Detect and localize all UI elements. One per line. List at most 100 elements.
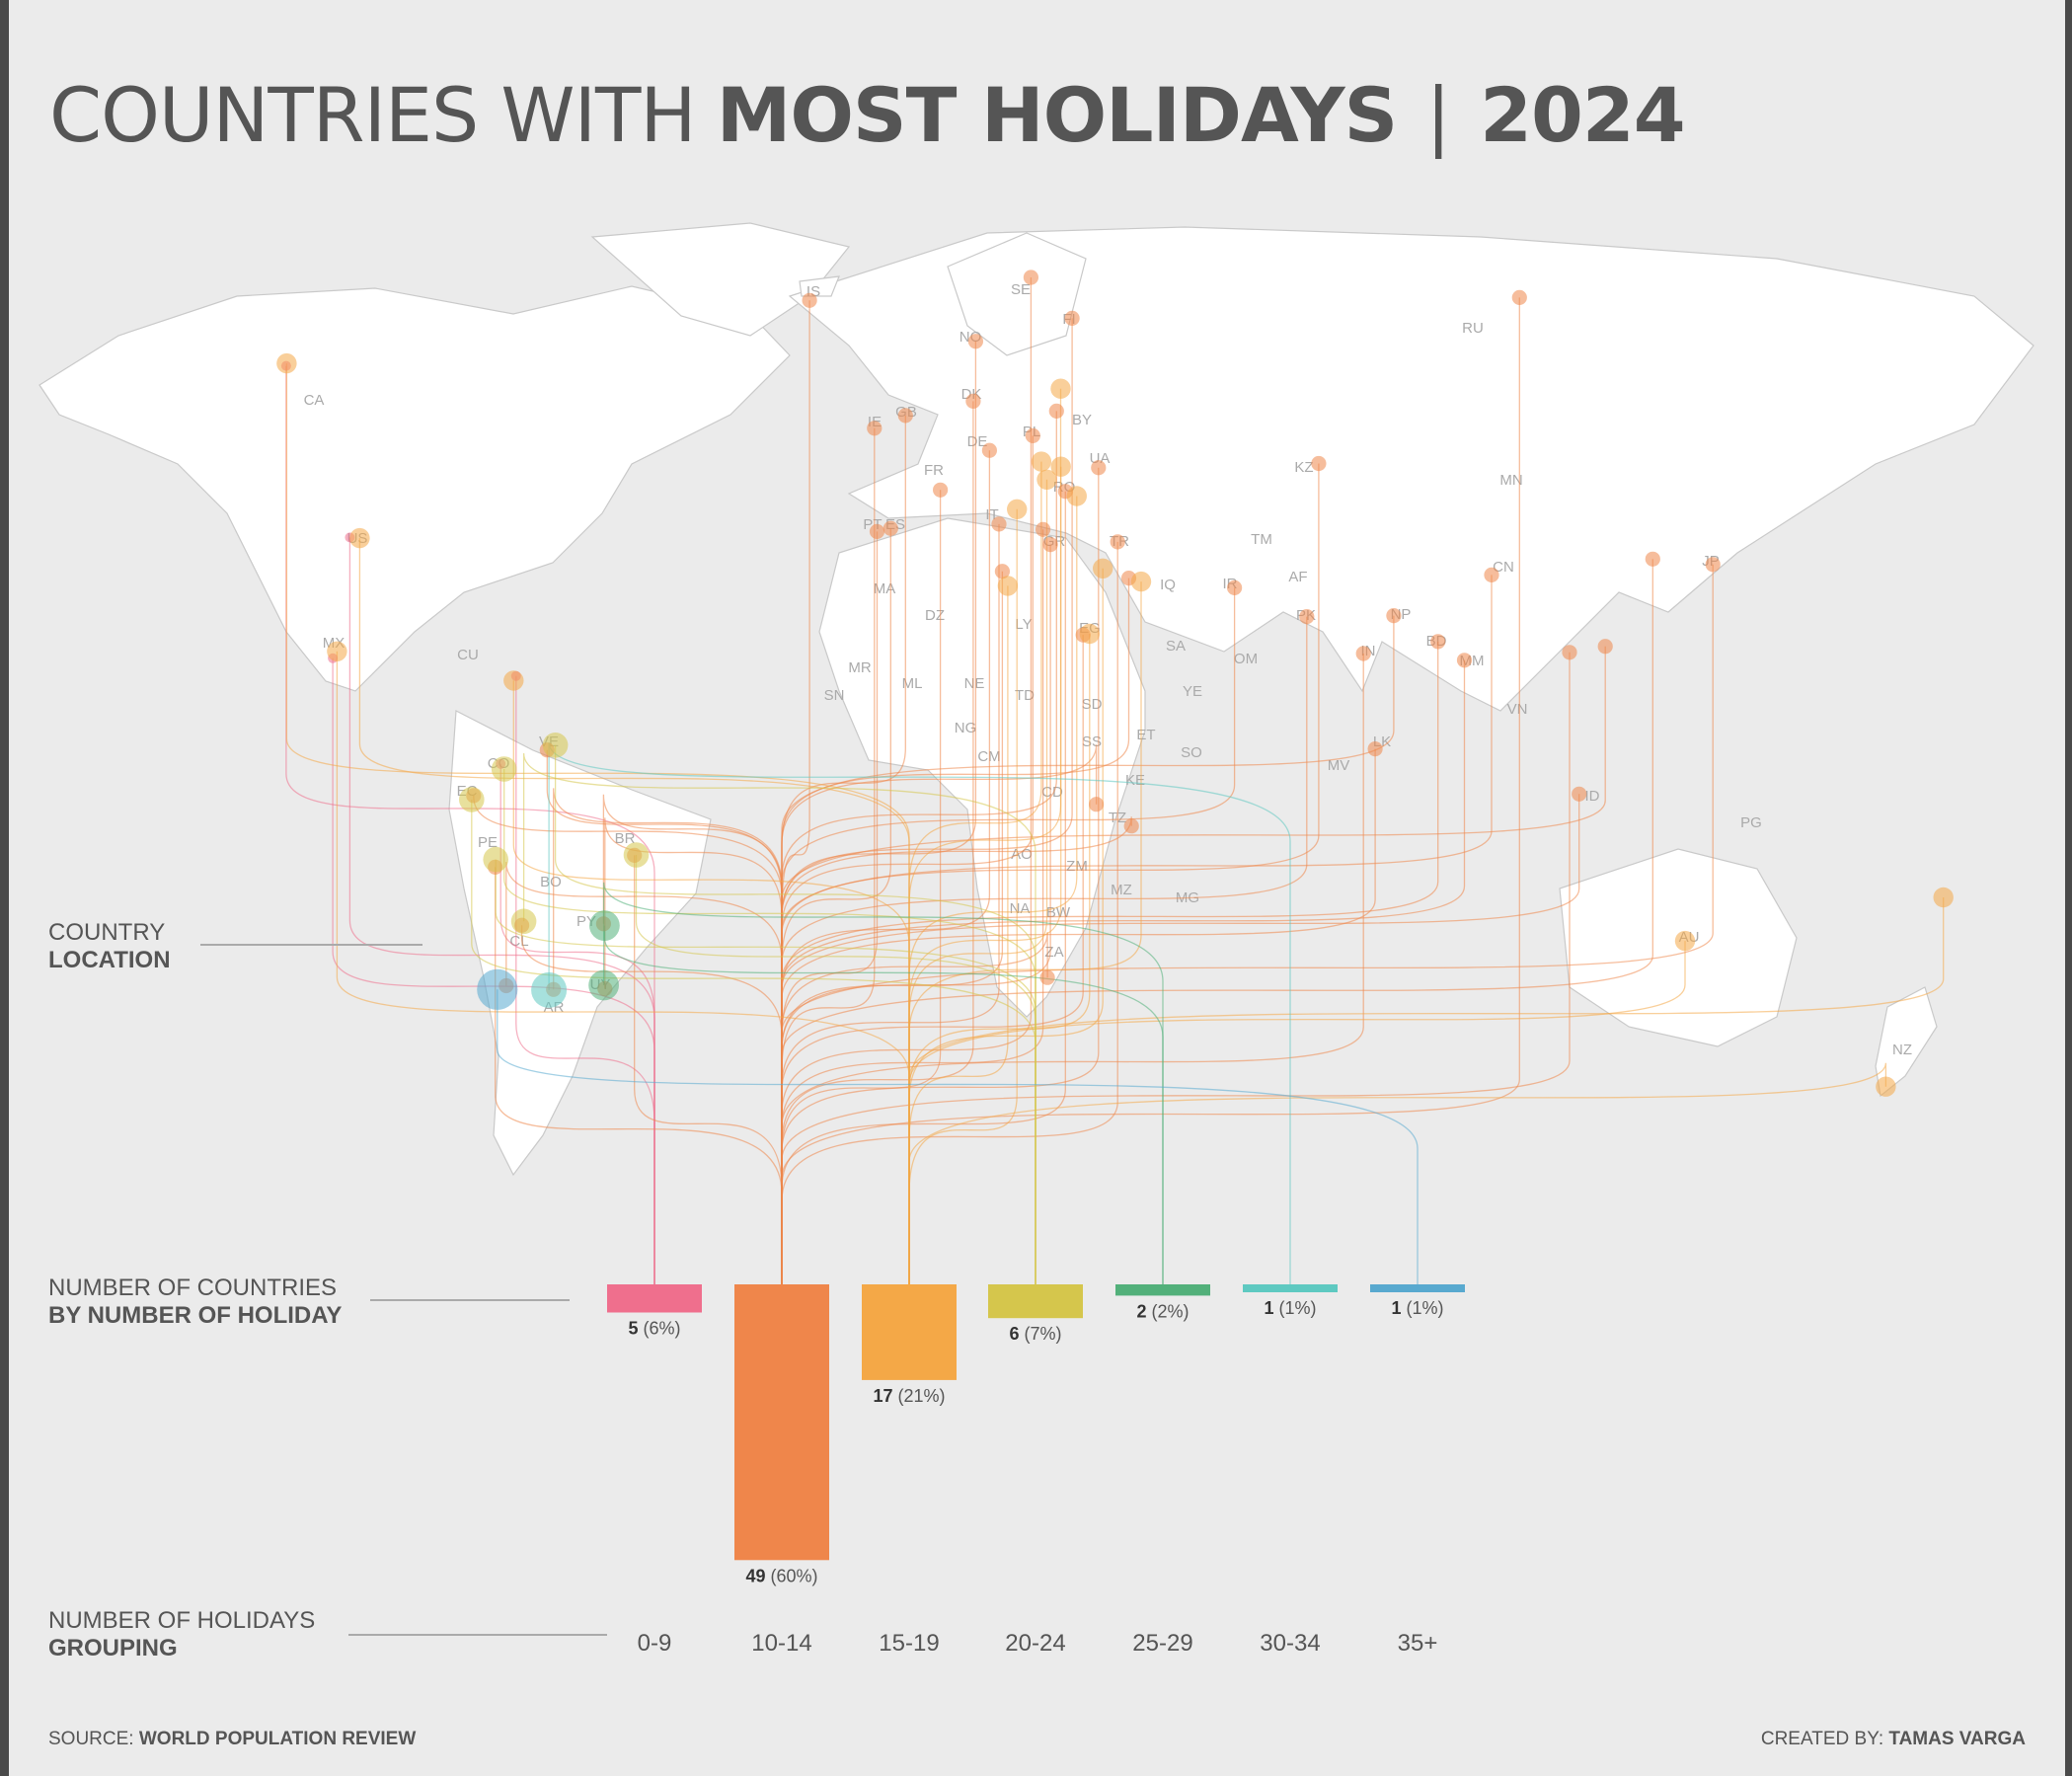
country-code-sa: SA xyxy=(1166,638,1186,655)
country-code-mv: MV xyxy=(1328,757,1350,774)
country-dot-10-14 xyxy=(1456,653,1473,668)
country-dot-15-19 xyxy=(1079,623,1101,645)
country-dot-15-19 xyxy=(1066,486,1088,506)
count-label-line2: BY NUMBER OF HOLIDAY xyxy=(48,1302,343,1329)
country-dot-10-14 xyxy=(1110,534,1125,550)
group-label-25-29: 25-29 xyxy=(1132,1630,1192,1657)
title-bold: MOST HOLIDAYS xyxy=(716,71,1399,159)
flow-line-35+ xyxy=(497,989,1419,1284)
flow-line-10-14 xyxy=(781,816,1132,1284)
bar-35+ xyxy=(1370,1284,1465,1292)
country-dot-10-14 xyxy=(1572,786,1587,802)
country-dot-10-14 xyxy=(1311,455,1327,472)
flow-line-10-14 xyxy=(602,794,783,1284)
flow-line-10-14 xyxy=(604,817,783,1284)
flow-line-10-14 xyxy=(473,795,783,1284)
flow-line-10-14 xyxy=(781,654,1364,1284)
bar-value-label-25-29: 2 (2%) xyxy=(1136,1301,1189,1321)
flow-line-10-14 xyxy=(781,564,1714,1284)
flow-line-10-14 xyxy=(781,541,1118,1284)
landmass-8 xyxy=(1875,986,1938,1098)
country-code-cd: CD xyxy=(1041,784,1063,801)
grouping-rule xyxy=(348,1634,607,1636)
flow-line-10-14 xyxy=(781,578,1130,1284)
country-code-vn: VN xyxy=(1507,701,1528,718)
country-dot-10-14 xyxy=(1089,797,1105,812)
country-code-na: NA xyxy=(1010,900,1031,917)
country-dot-10-14 xyxy=(1430,634,1446,650)
group-label-10-14: 10-14 xyxy=(751,1630,811,1657)
grouping-label-line2: GROUPING xyxy=(48,1635,178,1661)
count-label: NUMBER OF COUNTRIES BY NUMBER OF HOLIDAY xyxy=(48,1274,342,1330)
country-dot-15-19 xyxy=(1933,887,1954,908)
flow-line-15-19 xyxy=(908,585,1009,1284)
flow-line-10-14 xyxy=(781,659,1466,1284)
flow-line-15-19 xyxy=(285,363,910,1284)
country-dot-10-14 xyxy=(965,393,981,409)
source-note: SOURCE: WORLD POPULATION REVIEW xyxy=(48,1729,416,1750)
flow-line-10-14 xyxy=(781,401,974,1284)
country-dot-10-14 xyxy=(991,516,1007,532)
country-dot-10-14 xyxy=(1023,270,1038,285)
country-code-sd: SD xyxy=(1082,696,1103,713)
country-code-sn: SN xyxy=(824,687,845,704)
country-dot-10-14 xyxy=(1123,818,1139,834)
grouping-label-line1: NUMBER OF HOLIDAYS xyxy=(48,1607,316,1634)
flow-line-15-19 xyxy=(512,680,910,1284)
country-dot-15-19 xyxy=(1036,469,1057,490)
bar-30-34 xyxy=(1243,1284,1338,1292)
flow-line-15-19 xyxy=(908,461,1042,1284)
flow-line-10-14 xyxy=(505,861,783,1284)
country-dot-10-14 xyxy=(1705,557,1721,573)
bar-value-label-35+: 1 (1%) xyxy=(1391,1298,1443,1318)
flow-line-10-14 xyxy=(781,523,1000,1284)
country-dot-20-24 xyxy=(491,756,517,782)
country-dot-10-14 xyxy=(1562,645,1577,660)
country-code-ly: LY xyxy=(1015,616,1032,633)
flow-line-25-29 xyxy=(602,882,1164,1284)
country-dot-15-19 xyxy=(1031,451,1052,472)
country-code-se: SE xyxy=(1011,281,1031,298)
flow-line-10-14 xyxy=(781,450,991,1284)
country-code-ca: CA xyxy=(304,392,325,409)
country-dot-10-14 xyxy=(1227,579,1243,596)
country-dot-15-19 xyxy=(1876,1076,1896,1097)
country-dot-25-29 xyxy=(588,969,619,1001)
bar-10-14 xyxy=(734,1284,829,1561)
flow-line-10-14 xyxy=(781,435,1034,1284)
flow-line-10-14 xyxy=(495,867,783,1284)
country-code-ke: KE xyxy=(1125,772,1145,789)
country-code-br: BR xyxy=(615,830,636,847)
group-label-0-9: 0-9 xyxy=(638,1630,672,1657)
flow-line-20-24 xyxy=(635,855,1036,1284)
title-light: COUNTRIES WITH xyxy=(49,71,697,159)
country-code-et: ET xyxy=(1136,727,1155,743)
flow-lines xyxy=(285,277,1945,1284)
flow-line-15-19 xyxy=(908,897,1945,1284)
flow-line-20-24 xyxy=(471,799,1036,1284)
country-dot-15-19 xyxy=(349,527,370,549)
flow-line-10-14 xyxy=(781,463,1320,1284)
country-dot-10-14 xyxy=(1484,567,1499,583)
source-prefix: SOURCE: xyxy=(48,1729,134,1749)
country-dot-10-14 xyxy=(981,442,998,458)
flow-line-15-19 xyxy=(908,496,1078,1284)
country-dot-10-14 xyxy=(1367,741,1383,757)
bar-value-label-0-9: 5 (6%) xyxy=(628,1319,680,1339)
country-dot-10-14 xyxy=(867,421,883,436)
grouping-label: NUMBER OF HOLIDAYS GROUPING xyxy=(48,1607,315,1662)
country-dot-15-19 xyxy=(1050,378,1071,399)
credit-note: CREATED BY: TAMAS VARGA xyxy=(1761,1729,2026,1750)
country-dot-15-19 xyxy=(1050,456,1071,477)
flow-line-10-14 xyxy=(553,788,783,1284)
country-dot-15-19 xyxy=(1006,499,1028,519)
country-dot-10-14 xyxy=(1064,310,1080,326)
flow-line-10-14 xyxy=(781,646,1606,1284)
country-dot-10-14 xyxy=(1355,646,1371,661)
flow-line-10-14 xyxy=(781,616,1308,1284)
location-label-line1: COUNTRY xyxy=(48,919,166,946)
country-dot-10-14 xyxy=(1036,521,1051,537)
flow-line-15-19 xyxy=(358,538,910,1284)
country-dot-10-14 xyxy=(1299,609,1315,625)
country-code-fr: FR xyxy=(924,462,944,479)
